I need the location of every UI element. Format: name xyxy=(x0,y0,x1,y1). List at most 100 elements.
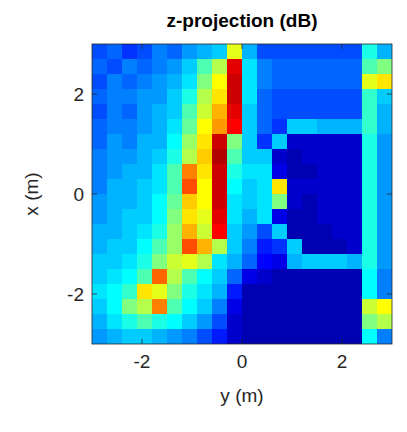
heatmap-cell xyxy=(122,89,138,105)
heatmap-cell xyxy=(227,254,243,270)
heatmap-cell xyxy=(287,119,303,135)
heatmap-cell xyxy=(167,89,183,105)
heatmap-cell xyxy=(197,314,213,330)
heatmap-cell xyxy=(227,134,243,150)
heatmap-cell xyxy=(137,89,153,105)
heatmap-cell xyxy=(242,104,258,120)
heatmap-cell xyxy=(182,134,198,150)
heatmap-cell xyxy=(107,164,123,180)
heatmap-cell xyxy=(362,164,378,180)
heatmap-cell xyxy=(167,299,183,315)
chart-title: z-projection (dB) xyxy=(167,10,318,31)
heatmap-cell xyxy=(332,329,348,344)
heatmap-cell xyxy=(287,269,303,285)
heatmap-cell xyxy=(332,104,348,120)
x-tick xyxy=(142,44,143,49)
heatmap-cell xyxy=(212,74,228,90)
heatmap-cell xyxy=(302,269,318,285)
heatmap-cell xyxy=(122,329,138,344)
heatmap-cell xyxy=(92,299,108,315)
heatmap-cell xyxy=(347,119,363,135)
heatmap-cell xyxy=(137,74,153,90)
heatmap-cell xyxy=(257,239,273,255)
heatmap-cell xyxy=(242,164,258,180)
heatmap-cell xyxy=(362,329,378,344)
heatmap-cell xyxy=(257,44,273,60)
heatmap-cell xyxy=(122,209,138,225)
heatmap-cell xyxy=(92,89,108,105)
heatmap-cell xyxy=(197,104,213,120)
heatmap-cell xyxy=(137,179,153,195)
heatmap-cell xyxy=(347,314,363,330)
x-tick xyxy=(242,44,243,49)
heatmap-cell xyxy=(212,284,228,300)
heatmap-cell xyxy=(332,224,348,240)
heatmap-cell xyxy=(227,164,243,180)
heatmap-cell xyxy=(332,149,348,165)
heatmap-cell xyxy=(182,329,198,344)
heatmap-cell xyxy=(302,59,318,75)
heatmap-cell xyxy=(152,314,168,330)
heatmap-cell xyxy=(287,194,303,210)
heatmap-cell xyxy=(302,74,318,90)
heatmap-cell xyxy=(377,269,392,285)
heatmap-cell xyxy=(197,59,213,75)
heatmap-cell xyxy=(227,104,243,120)
heatmap-cell xyxy=(92,269,108,285)
heatmap-cell xyxy=(182,119,198,135)
heatmap-cell xyxy=(317,269,333,285)
heatmap-cell xyxy=(302,44,318,60)
heatmap-cell xyxy=(152,209,168,225)
heatmap-cell xyxy=(362,59,378,75)
heatmap-cell xyxy=(137,254,153,270)
heatmap-cell xyxy=(272,224,288,240)
heatmap-cell xyxy=(377,299,392,315)
heatmap-cell xyxy=(257,164,273,180)
heatmap-cell xyxy=(167,119,183,135)
chart: -202-202z-projection (dB)y (m)x (m) xyxy=(0,0,407,432)
heatmap-cell xyxy=(197,44,213,60)
heatmap-cell xyxy=(182,269,198,285)
heatmap-cell xyxy=(122,284,138,300)
heatmap-cell xyxy=(92,104,108,120)
heatmap-cell xyxy=(317,149,333,165)
heatmap-cell xyxy=(317,194,333,210)
heatmap-cell xyxy=(197,239,213,255)
y-tick-label: -2 xyxy=(67,284,84,305)
heatmap-cell xyxy=(107,254,123,270)
heatmap-cell xyxy=(227,74,243,90)
heatmap-cell xyxy=(197,164,213,180)
heatmap-cell xyxy=(107,119,123,135)
heatmap-cell xyxy=(302,89,318,105)
heatmap-cell xyxy=(332,119,348,135)
heatmap-cell xyxy=(302,209,318,225)
heatmap-cell xyxy=(272,299,288,315)
heatmap-cell xyxy=(347,329,363,344)
heatmap-cell xyxy=(107,239,123,255)
heatmap-cell xyxy=(107,314,123,330)
heatmap-cell xyxy=(152,299,168,315)
heatmap-cell xyxy=(332,164,348,180)
heatmap-cell xyxy=(167,269,183,285)
heatmap-cell xyxy=(227,314,243,330)
heatmap-cell xyxy=(107,194,123,210)
heatmap-cell xyxy=(92,119,108,135)
heatmap-cell xyxy=(317,329,333,344)
heatmap-cell xyxy=(317,119,333,135)
heatmap-cell xyxy=(212,209,228,225)
heatmap-cell xyxy=(107,329,123,344)
heatmap-cell xyxy=(122,44,138,60)
heatmap-cell xyxy=(92,164,108,180)
heatmap-cell xyxy=(212,269,228,285)
heatmap-cell xyxy=(317,254,333,270)
heatmap-cell xyxy=(272,194,288,210)
heatmap-cell xyxy=(122,239,138,255)
heatmap-cell xyxy=(377,194,392,210)
heatmap-cell xyxy=(317,209,333,225)
heatmap-cell xyxy=(362,299,378,315)
heatmap-cell xyxy=(167,284,183,300)
heatmap-cell xyxy=(377,59,392,75)
heatmap-cell xyxy=(92,149,108,165)
heatmap-cell xyxy=(122,149,138,165)
heatmap-cell xyxy=(257,284,273,300)
